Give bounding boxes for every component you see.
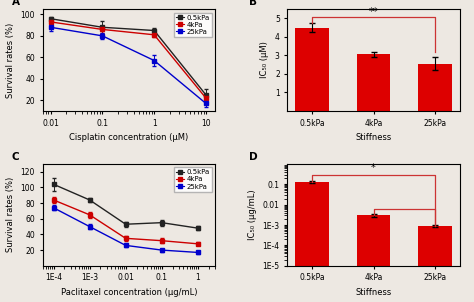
Text: A: A bbox=[12, 0, 19, 7]
Y-axis label: IC₅₀ (μM): IC₅₀ (μM) bbox=[260, 42, 269, 79]
X-axis label: Cisplatin concentration (μM): Cisplatin concentration (μM) bbox=[69, 133, 189, 142]
X-axis label: Paclitaxel concentration (μg/mL): Paclitaxel concentration (μg/mL) bbox=[61, 288, 197, 297]
Bar bbox=[357, 215, 391, 302]
Text: *: * bbox=[371, 163, 376, 173]
Bar bbox=[418, 226, 452, 302]
Legend: 0.5kPa, 4kPa, 25kPa: 0.5kPa, 4kPa, 25kPa bbox=[173, 167, 211, 191]
Bar bbox=[418, 64, 452, 111]
Text: C: C bbox=[12, 152, 19, 162]
Y-axis label: Survival rates (%): Survival rates (%) bbox=[6, 22, 15, 98]
Y-axis label: IC₅₀ (μg/mL): IC₅₀ (μg/mL) bbox=[248, 190, 257, 240]
Y-axis label: Survival rates (%): Survival rates (%) bbox=[6, 177, 15, 252]
Bar bbox=[295, 182, 329, 302]
Text: B: B bbox=[249, 0, 257, 7]
Bar bbox=[357, 54, 391, 111]
Text: **: ** bbox=[369, 7, 378, 17]
Legend: 0.5kPa, 4kPa, 25kPa: 0.5kPa, 4kPa, 25kPa bbox=[173, 12, 211, 37]
X-axis label: Stiffness: Stiffness bbox=[356, 288, 392, 297]
Bar bbox=[295, 27, 329, 111]
X-axis label: Stiffness: Stiffness bbox=[356, 133, 392, 142]
Text: D: D bbox=[249, 152, 258, 162]
